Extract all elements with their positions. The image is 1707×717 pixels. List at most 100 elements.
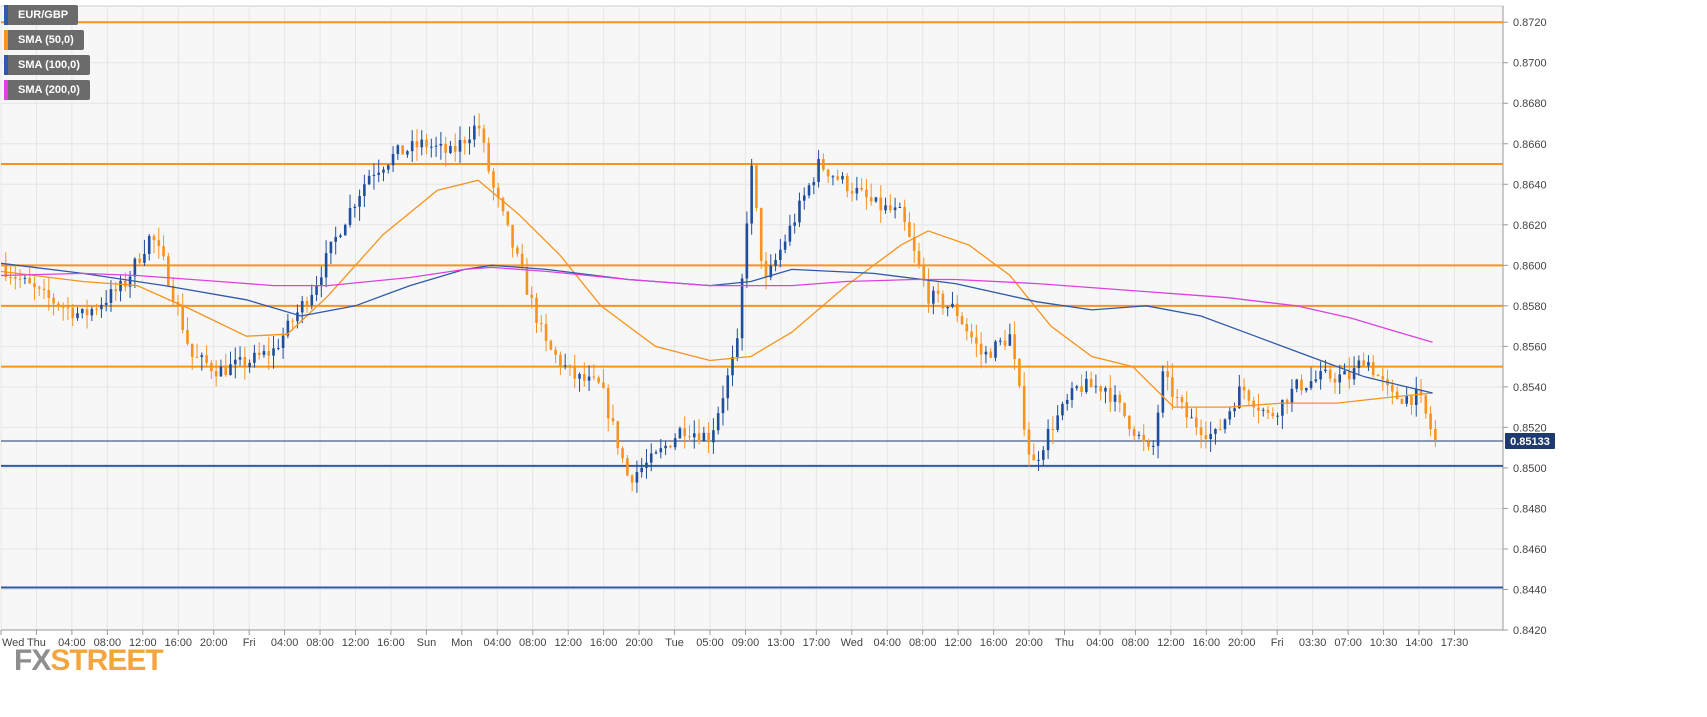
legend-item[interactable]: SMA (50,0) bbox=[4, 30, 84, 50]
candle-body bbox=[1348, 371, 1351, 380]
candle-body bbox=[759, 207, 763, 261]
candle-body bbox=[1161, 371, 1165, 413]
candle-body bbox=[277, 347, 280, 349]
candle-body bbox=[401, 145, 404, 155]
candle-body bbox=[272, 348, 275, 356]
candle-body bbox=[66, 307, 70, 309]
candle-body bbox=[798, 200, 801, 223]
candle-body bbox=[238, 357, 242, 360]
candle-body bbox=[410, 141, 414, 152]
candle-body bbox=[348, 207, 352, 225]
legend-item[interactable]: SMA (200,0) bbox=[4, 80, 90, 100]
candle-body bbox=[850, 191, 854, 194]
candle-body bbox=[989, 351, 993, 358]
candle-body bbox=[482, 128, 486, 143]
candle-body bbox=[257, 352, 261, 355]
x-tick-label: Sun bbox=[417, 637, 437, 649]
candle-body bbox=[157, 240, 161, 247]
candle-body bbox=[1061, 403, 1064, 416]
candle-body bbox=[190, 343, 194, 357]
candle-body bbox=[783, 241, 787, 250]
candle-body bbox=[736, 338, 739, 358]
candle-body bbox=[1395, 391, 1399, 400]
candle-body bbox=[14, 277, 17, 279]
candle-body bbox=[1223, 419, 1227, 430]
legend-item[interactable]: EUR/GBP bbox=[4, 5, 79, 25]
candle-body bbox=[640, 467, 643, 473]
y-tick-label: 0.8640 bbox=[1513, 179, 1547, 191]
candle-body bbox=[530, 294, 534, 298]
candle-body bbox=[554, 349, 557, 355]
candle-body bbox=[205, 355, 208, 364]
candle-body bbox=[152, 236, 156, 241]
candle-body bbox=[487, 142, 490, 172]
x-tick-label: 08:00 bbox=[1122, 637, 1150, 649]
candle-body bbox=[367, 175, 371, 185]
candle-body bbox=[683, 428, 687, 437]
legend-label: SMA (50,0) bbox=[18, 34, 74, 46]
candle-body bbox=[353, 206, 357, 208]
candle-body bbox=[549, 340, 553, 350]
candle-body bbox=[1371, 362, 1375, 376]
candle-body bbox=[1185, 402, 1189, 418]
candle-body bbox=[1037, 459, 1040, 461]
candle-body bbox=[1266, 409, 1270, 413]
candle-body bbox=[716, 413, 720, 431]
candle-body bbox=[100, 304, 103, 310]
current-price-badge bbox=[1505, 432, 1555, 449]
y-tick-label: 0.8600 bbox=[1513, 260, 1547, 272]
candle-body bbox=[1410, 395, 1413, 406]
candle-body bbox=[764, 260, 768, 278]
candle-body bbox=[339, 235, 342, 237]
candle-body bbox=[506, 211, 510, 225]
candle-body bbox=[1319, 371, 1322, 380]
candle-body bbox=[372, 174, 376, 176]
candle-body bbox=[563, 365, 567, 367]
candle-body bbox=[826, 169, 830, 177]
x-tick-label: 08:00 bbox=[909, 637, 937, 649]
candle-body bbox=[889, 205, 892, 211]
candle-body bbox=[535, 297, 538, 324]
candle-body bbox=[1276, 415, 1279, 417]
candle-body bbox=[1381, 376, 1385, 380]
candle-body bbox=[219, 366, 223, 377]
candle-body bbox=[927, 280, 930, 304]
candle-body bbox=[1257, 407, 1260, 411]
candle-body bbox=[434, 145, 438, 147]
candle-body bbox=[946, 306, 949, 309]
candle-body bbox=[630, 475, 634, 483]
candle-body bbox=[396, 145, 400, 155]
candle-body bbox=[1391, 385, 1394, 392]
candle-body bbox=[802, 195, 806, 201]
candle-body bbox=[774, 260, 777, 266]
candle-body bbox=[1252, 400, 1255, 408]
candle-body bbox=[936, 290, 940, 294]
candle-body bbox=[822, 159, 825, 170]
candle-body bbox=[1051, 428, 1055, 430]
candle-body bbox=[358, 196, 361, 207]
candle-body bbox=[841, 175, 844, 180]
x-tick-label: 12:00 bbox=[129, 637, 157, 649]
candle-body bbox=[229, 364, 232, 376]
x-tick-label: 04:00 bbox=[271, 637, 299, 649]
candle-body bbox=[305, 301, 309, 306]
candle-body bbox=[817, 159, 820, 182]
candle-body bbox=[1156, 412, 1160, 446]
legend-item[interactable]: SMA (100,0) bbox=[4, 55, 90, 75]
candle-body bbox=[1108, 388, 1112, 402]
candle-body bbox=[1233, 408, 1236, 412]
candle-body bbox=[430, 146, 433, 148]
x-tick-label: 08:00 bbox=[306, 637, 334, 649]
candle-body bbox=[1175, 397, 1179, 399]
candle-body bbox=[979, 343, 983, 355]
candle-body bbox=[52, 297, 55, 304]
candle-body bbox=[1338, 374, 1342, 383]
candle-body bbox=[1032, 454, 1036, 461]
x-tick-label: 09:00 bbox=[732, 637, 760, 649]
candle-body bbox=[1333, 378, 1337, 383]
x-tick-label: 08:00 bbox=[519, 637, 547, 649]
x-tick-label: 16:00 bbox=[980, 637, 1008, 649]
candle-body bbox=[104, 302, 108, 305]
candle-body bbox=[167, 256, 170, 286]
x-tick-label: Wed bbox=[2, 637, 24, 649]
